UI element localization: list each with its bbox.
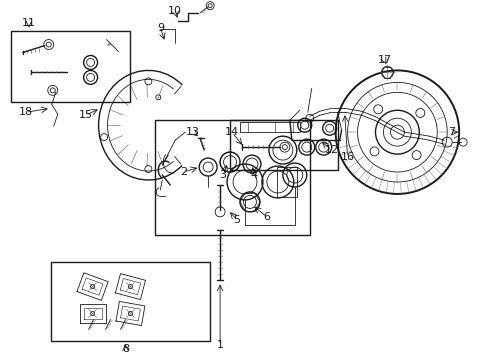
Text: 4: 4 (250, 170, 258, 180)
Text: 1: 1 (217, 340, 223, 350)
Text: 5: 5 (234, 215, 241, 225)
Bar (51, 262, 210, 341)
Text: 17: 17 (377, 55, 392, 66)
Bar (277, 167, 297, 197)
Text: 7: 7 (448, 127, 455, 137)
Bar (230, 120, 338, 170)
Text: 2: 2 (180, 167, 187, 177)
Text: 18: 18 (19, 107, 33, 117)
Text: 8: 8 (122, 345, 129, 354)
Text: 16: 16 (341, 152, 355, 162)
Text: 13: 13 (186, 127, 200, 137)
Text: 15: 15 (78, 110, 93, 120)
Text: 3: 3 (220, 170, 226, 180)
Bar (155, 120, 310, 235)
Bar (240, 122, 300, 132)
Text: 14: 14 (225, 127, 239, 137)
Text: 10: 10 (168, 6, 182, 15)
Text: 6: 6 (264, 212, 270, 222)
Text: 9: 9 (157, 23, 164, 33)
Bar (11, 31, 130, 102)
Text: 11: 11 (22, 18, 36, 28)
Text: 12: 12 (324, 145, 339, 155)
